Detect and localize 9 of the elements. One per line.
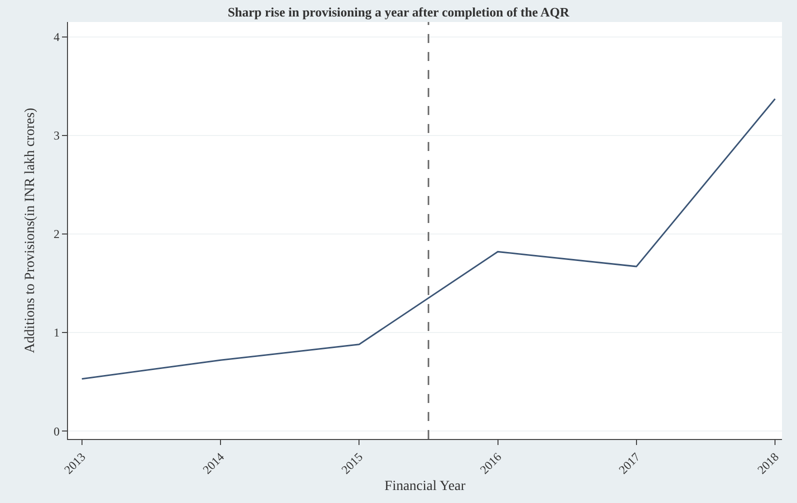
y-tick-label: 3 bbox=[54, 128, 60, 143]
line-series bbox=[81, 98, 776, 380]
y-axis-title: Additions to Provisions(in INR lakh crores) bbox=[23, 107, 38, 354]
y-tick-label: 2 bbox=[54, 227, 60, 242]
x-axis-title: Financial Year bbox=[384, 479, 466, 494]
y-tick-label: 1 bbox=[54, 326, 60, 340]
y-tick-label: 0 bbox=[54, 424, 60, 438]
chart-title: Sharp rise in provisioning a year after completion of the AQR bbox=[228, 4, 570, 20]
y-tick-label: 4 bbox=[54, 30, 60, 44]
